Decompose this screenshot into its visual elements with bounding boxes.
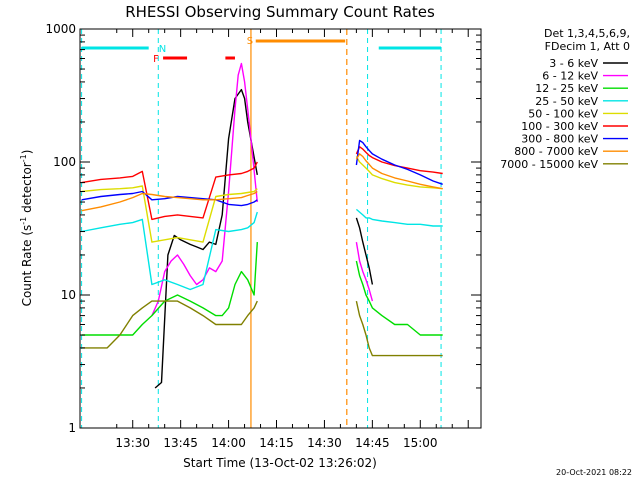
legend-label: 100 - 300 keV xyxy=(521,120,598,133)
legend-label: 50 - 100 keV xyxy=(528,107,598,120)
y-tick-label: 1000 xyxy=(45,22,76,36)
x-axis: 13:30 13:45 14:00 14:15 14:30 14:45 15:00 xyxy=(115,29,469,450)
series-line-50-100-kev xyxy=(355,156,443,190)
y-tick-label: 10 xyxy=(61,288,76,302)
series-line-100-300-kev xyxy=(355,146,443,175)
x-tick-label: 14:30 xyxy=(307,436,342,450)
x-tick-label: 14:00 xyxy=(211,436,246,450)
series-line-800-7000-kev xyxy=(355,153,443,190)
legend-label: 6 - 12 keV xyxy=(542,70,598,83)
series-line-50-100-kev xyxy=(81,185,258,243)
series-line-300-800-kev xyxy=(81,190,258,207)
series-line-3-6-kev xyxy=(355,217,374,285)
series-line-6-12-kev xyxy=(151,62,258,316)
y-tick-label: 1 xyxy=(68,421,76,435)
series-line-7000-15000-kev xyxy=(355,300,443,357)
x-tick-label: 13:30 xyxy=(115,436,150,450)
x-axis-label: Start Time (13-Oct-02 13:26:02) xyxy=(183,456,377,470)
series-line-12-25-kev xyxy=(81,242,258,336)
x-tick-label: 15:00 xyxy=(403,436,438,450)
observing-markers: N S F xyxy=(81,29,442,428)
legend-label: 800 - 7000 keV xyxy=(514,145,598,158)
plot-frame xyxy=(79,28,482,429)
y-axis-label: Count Rate (s-1 detector-1) xyxy=(19,150,34,307)
legend-label: 300 - 800 keV xyxy=(521,133,598,146)
y-axis: 1 10 100 1000 xyxy=(45,22,481,435)
x-tick-label: 14:45 xyxy=(355,436,390,450)
series-line-25-50-kev xyxy=(355,208,443,227)
legend-label: 3 - 6 keV xyxy=(549,57,598,70)
x-tick-label: 13:45 xyxy=(163,436,198,450)
legend-label: 25 - 50 keV xyxy=(535,95,598,108)
series-line-25-50-kev xyxy=(81,211,258,291)
series-line-12-25-kev xyxy=(355,260,443,336)
legend-label: 12 - 25 keV xyxy=(535,82,598,95)
series-layer xyxy=(81,62,443,389)
x-tick-label: 14:15 xyxy=(259,436,294,450)
flare-label: F xyxy=(153,54,159,65)
series-line-3-6-kev xyxy=(154,88,258,389)
legend: Det 1,3,4,5,6,9, FDecim 1, Att 0 3 - 6 k… xyxy=(500,27,630,171)
legend-header-line-1: Det 1,3,4,5,6,9, xyxy=(544,27,630,40)
series-line-7000-15000-kev xyxy=(81,300,258,349)
legend-header-line-2: FDecim 1, Att 0 xyxy=(545,40,630,53)
series-line-6-12-kev xyxy=(355,241,374,302)
timestamp: 20-Oct-2021 08:22 xyxy=(556,468,632,477)
saa-label: S xyxy=(247,36,253,47)
night-label: N xyxy=(159,44,166,55)
series-line-800-7000-kev xyxy=(81,190,258,212)
series-line-100-300-kev xyxy=(81,161,258,221)
series-line-300-800-kev xyxy=(355,139,443,185)
y-tick-label: 100 xyxy=(53,155,76,169)
legend-label: 7000 - 15000 keV xyxy=(500,158,598,171)
chart-title: RHESSI Observing Summary Count Rates xyxy=(125,3,435,21)
